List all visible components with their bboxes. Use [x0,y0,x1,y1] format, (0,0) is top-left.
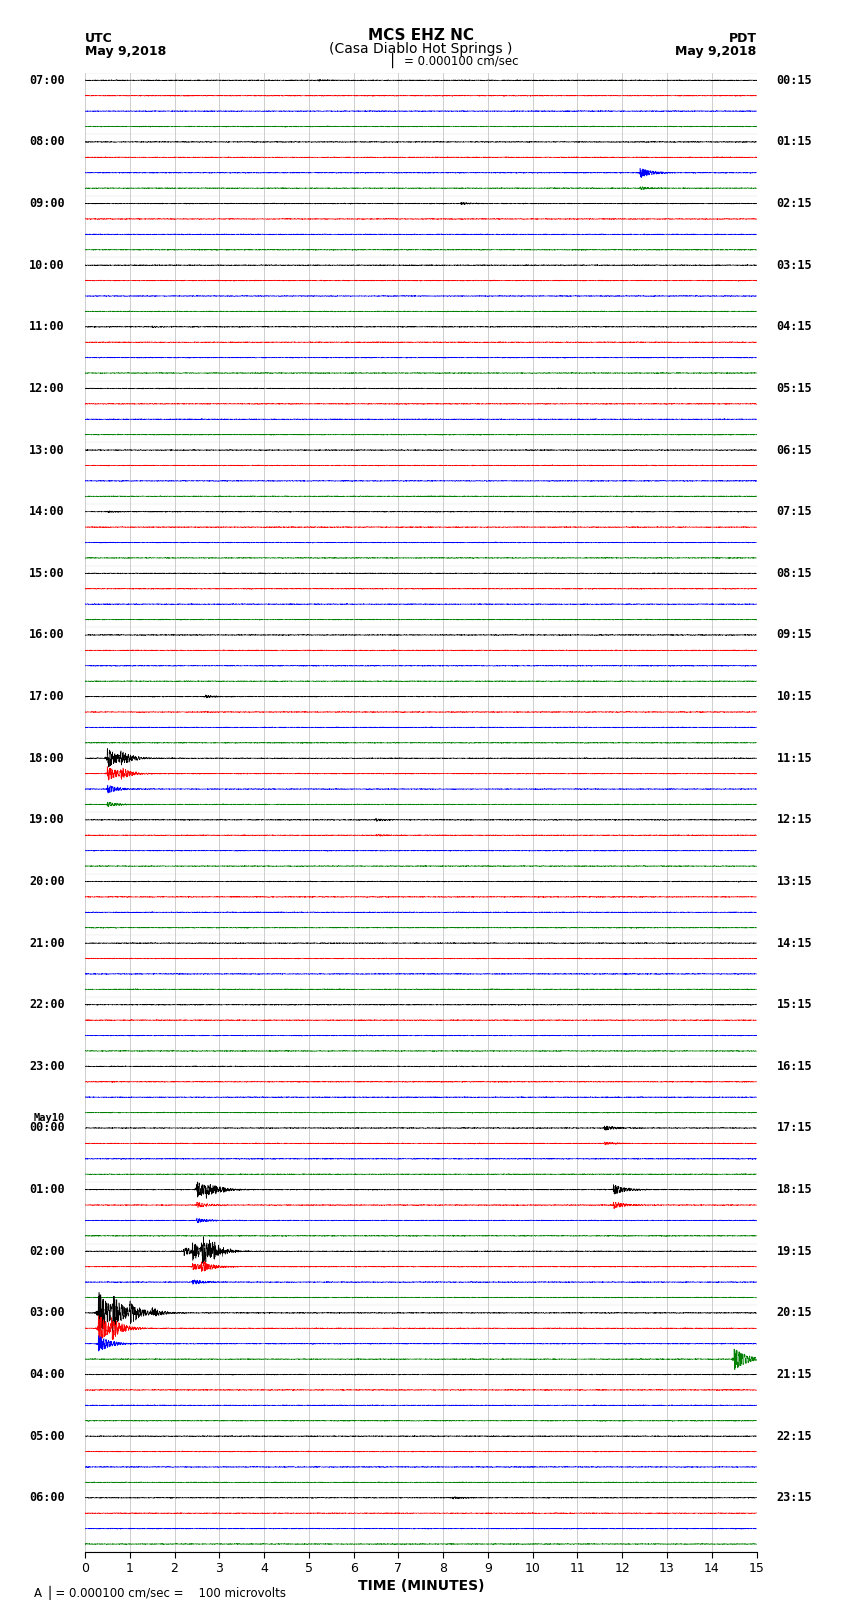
Text: 23:15: 23:15 [777,1492,813,1505]
Text: 19:00: 19:00 [29,813,65,826]
Text: 03:15: 03:15 [777,258,813,271]
Text: 10:00: 10:00 [29,258,65,271]
Text: May 9,2018: May 9,2018 [675,45,756,58]
Text: 10:15: 10:15 [777,690,813,703]
Text: 21:00: 21:00 [29,937,65,950]
Text: 14:15: 14:15 [777,937,813,950]
Text: PDT: PDT [728,32,756,45]
Text: 00:00: 00:00 [29,1121,65,1134]
Text: 20:15: 20:15 [777,1307,813,1319]
Text: 19:15: 19:15 [777,1245,813,1258]
Text: A ⎥ = 0.000100 cm/sec =    100 microvolts: A ⎥ = 0.000100 cm/sec = 100 microvolts [34,1586,286,1600]
Text: 17:00: 17:00 [29,690,65,703]
Text: = 0.000100 cm/sec: = 0.000100 cm/sec [404,55,518,68]
Text: 20:00: 20:00 [29,874,65,889]
Text: 07:15: 07:15 [777,505,813,518]
Text: 01:15: 01:15 [777,135,813,148]
Text: 18:15: 18:15 [777,1182,813,1197]
Text: May10: May10 [34,1113,65,1123]
Text: 14:00: 14:00 [29,505,65,518]
Text: 04:00: 04:00 [29,1368,65,1381]
Text: 22:15: 22:15 [777,1429,813,1442]
Text: ⎥: ⎥ [388,52,394,68]
Text: 08:15: 08:15 [777,566,813,579]
Text: 05:00: 05:00 [29,1429,65,1442]
Text: 06:00: 06:00 [29,1492,65,1505]
Text: 21:15: 21:15 [777,1368,813,1381]
Text: 09:00: 09:00 [29,197,65,210]
Text: 06:15: 06:15 [777,444,813,456]
Text: May 9,2018: May 9,2018 [85,45,167,58]
Text: 12:15: 12:15 [777,813,813,826]
Text: MCS EHZ NC: MCS EHZ NC [368,27,473,44]
Text: 02:00: 02:00 [29,1245,65,1258]
Text: 13:00: 13:00 [29,444,65,456]
Text: 01:00: 01:00 [29,1182,65,1197]
Text: 15:00: 15:00 [29,566,65,579]
Text: 18:00: 18:00 [29,752,65,765]
Text: 03:00: 03:00 [29,1307,65,1319]
Text: 05:15: 05:15 [777,382,813,395]
Text: 07:00: 07:00 [29,74,65,87]
Text: 22:00: 22:00 [29,998,65,1011]
Text: 12:00: 12:00 [29,382,65,395]
Text: 13:15: 13:15 [777,874,813,889]
Text: 15:15: 15:15 [777,998,813,1011]
Text: 00:15: 00:15 [777,74,813,87]
Text: 08:00: 08:00 [29,135,65,148]
Text: 04:15: 04:15 [777,321,813,334]
Text: (Casa Diablo Hot Springs ): (Casa Diablo Hot Springs ) [329,42,513,56]
Text: 23:00: 23:00 [29,1060,65,1073]
Text: 02:15: 02:15 [777,197,813,210]
Text: 16:00: 16:00 [29,629,65,642]
Text: UTC: UTC [85,32,113,45]
Text: 09:15: 09:15 [777,629,813,642]
Text: 11:15: 11:15 [777,752,813,765]
Text: 16:15: 16:15 [777,1060,813,1073]
Text: 17:15: 17:15 [777,1121,813,1134]
X-axis label: TIME (MINUTES): TIME (MINUTES) [358,1579,484,1594]
Text: 11:00: 11:00 [29,321,65,334]
